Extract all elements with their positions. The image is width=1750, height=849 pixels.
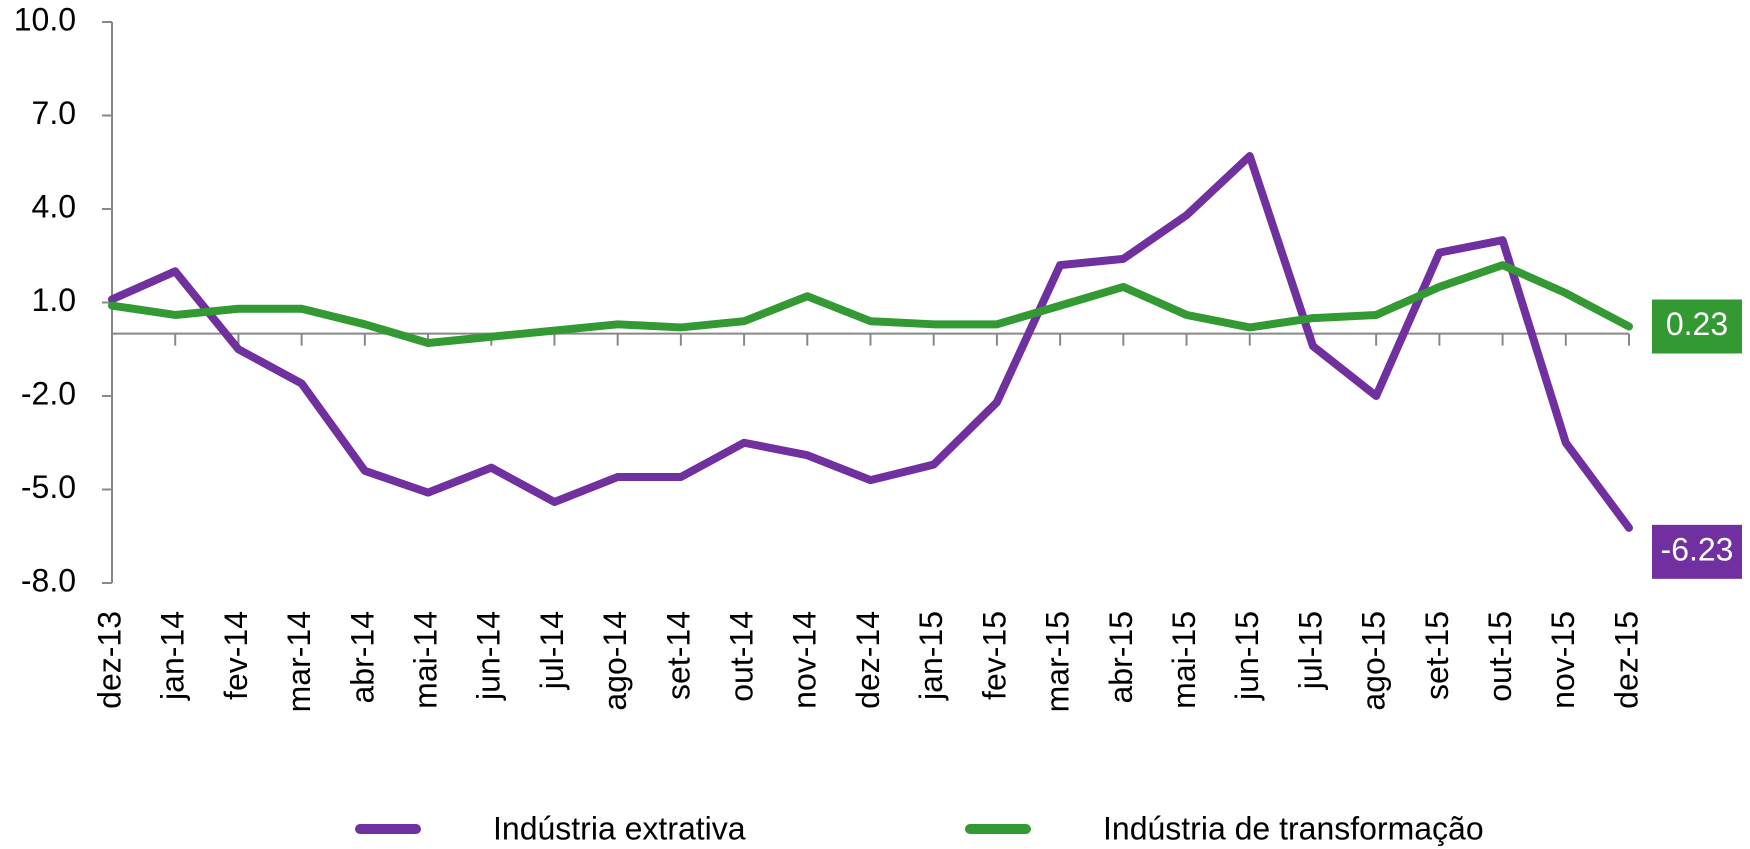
x-tick-label: mar-14 — [281, 611, 317, 712]
x-tick-label: dez-15 — [1608, 611, 1644, 709]
end-label-text: 0.23 — [1666, 306, 1728, 342]
x-tick-label: set-15 — [1419, 611, 1455, 700]
x-tick-label: jul-15 — [1292, 611, 1328, 690]
series-line — [108, 152, 1633, 532]
x-tick-label: abr-15 — [1103, 611, 1139, 704]
x-tick-label: mai-14 — [407, 611, 443, 709]
y-tick-label: 10.0 — [14, 1, 76, 37]
y-tick-label: 4.0 — [32, 188, 76, 224]
x-tick-label: ago-15 — [1356, 611, 1392, 711]
end-label-box — [1652, 299, 1742, 354]
legend-label: Indústria de transformação — [1103, 810, 1484, 846]
y-tick-label: -8.0 — [21, 562, 76, 598]
series-line — [108, 261, 1633, 348]
x-tick-label: set-14 — [660, 611, 696, 700]
end-label-text: -6.23 — [1661, 531, 1734, 567]
y-tick-label: -5.0 — [21, 469, 76, 505]
x-tick-label: nov-15 — [1545, 611, 1581, 709]
x-tick-label: jan-14 — [155, 611, 191, 701]
x-tick-label: out-14 — [724, 611, 760, 702]
x-tick-label: jan-15 — [913, 611, 949, 701]
x-tick-label: ago-14 — [597, 611, 633, 711]
x-tick-label: fev-15 — [976, 611, 1012, 700]
x-tick-label: jul-14 — [534, 611, 570, 690]
x-tick-label: nov-14 — [787, 611, 823, 709]
x-tick-label: mar-15 — [1040, 611, 1076, 712]
x-tick-label: fev-14 — [218, 611, 254, 700]
end-label-box — [1652, 524, 1742, 579]
x-tick-label: jun-14 — [471, 611, 507, 701]
x-tick-label: abr-14 — [344, 611, 380, 704]
x-tick-label: jun-15 — [1229, 611, 1265, 701]
y-tick-label: -2.0 — [21, 375, 76, 411]
y-tick-label: 1.0 — [32, 282, 76, 318]
end-label: -6.23 — [1652, 524, 1742, 579]
x-tick-label: dez-13 — [91, 611, 127, 709]
legend-label: Indústria extrativa — [493, 810, 746, 846]
x-tick-label: out-15 — [1482, 611, 1518, 702]
y-tick-label: 7.0 — [32, 95, 76, 131]
x-tick-label: mai-15 — [1166, 611, 1202, 709]
x-tick-label: dez-14 — [850, 611, 886, 709]
end-label: 0.23 — [1652, 299, 1742, 354]
